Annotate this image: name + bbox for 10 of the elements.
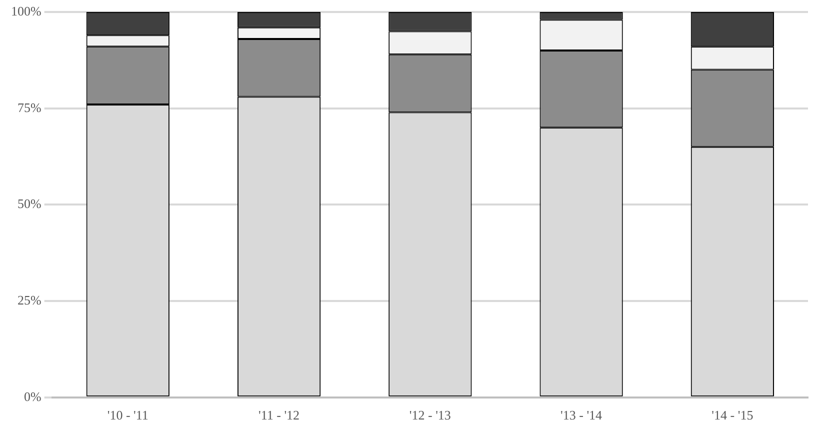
x-tick-label: '10 - '11 bbox=[107, 408, 148, 423]
y-tick-label: 25% bbox=[17, 292, 42, 308]
x-tick-label: '12 - '13 bbox=[409, 408, 451, 423]
x-tick-label: '13 - '14 bbox=[560, 408, 603, 423]
y-tick-label: 50% bbox=[17, 196, 42, 212]
y-tick-label: 100% bbox=[10, 3, 42, 18]
y-tick-label: 0% bbox=[24, 388, 42, 404]
x-tick-label: '11 - '12 bbox=[258, 408, 300, 423]
y-tick-label: 75% bbox=[17, 100, 42, 115]
x-tick-label: '14 - '15 bbox=[712, 408, 754, 423]
